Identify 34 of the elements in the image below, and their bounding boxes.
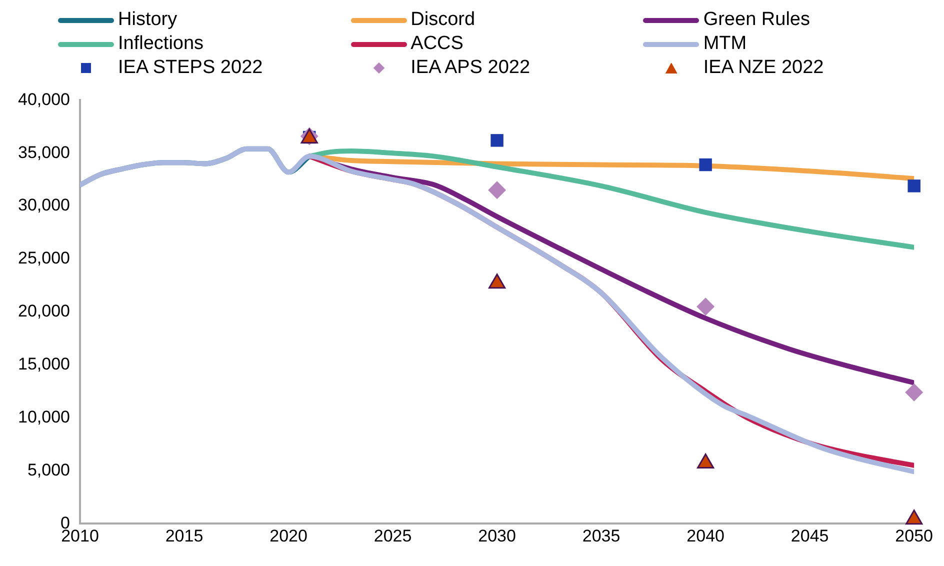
y-tick-label: 15,000 xyxy=(18,354,70,374)
y-tick-label: 35,000 xyxy=(18,142,70,162)
legend-label: Green Rules xyxy=(703,8,810,32)
legend-label: Discord xyxy=(410,8,476,32)
legend-label: IEA NZE 2022 xyxy=(703,56,824,80)
y-tick-label: 10,000 xyxy=(18,407,70,426)
x-tick-label: 2015 xyxy=(165,526,204,546)
x-tick-label: 2035 xyxy=(582,526,620,546)
point xyxy=(906,510,923,525)
legend-label: IEA APS 2022 xyxy=(410,56,530,80)
y-tick-label: 5,000 xyxy=(27,460,70,480)
x-tick-label: 2045 xyxy=(790,526,829,546)
y-tick-label: 40,000 xyxy=(18,90,70,109)
legend-label: Inflections xyxy=(118,32,204,56)
point xyxy=(697,454,714,469)
x-tick-label: 2020 xyxy=(270,526,308,546)
x-tick-label: 2040 xyxy=(686,526,724,546)
point xyxy=(490,134,504,147)
point xyxy=(699,158,712,172)
point xyxy=(696,298,715,316)
point xyxy=(488,181,506,200)
y-tick-label: 30,000 xyxy=(18,196,70,215)
legend-label: ACCS xyxy=(410,32,464,56)
point xyxy=(488,274,506,289)
legend-label: MTM xyxy=(703,32,747,56)
x-tick-label: 2025 xyxy=(374,526,412,546)
legend-label: History xyxy=(118,8,178,32)
y-tick-label: 20,000 xyxy=(18,302,70,321)
point xyxy=(905,383,924,402)
x-tick-label: 2030 xyxy=(478,526,516,546)
legend-label: IEA STEPS 2022 xyxy=(118,56,263,80)
point xyxy=(908,180,920,192)
x-tick-label: 2050 xyxy=(895,526,934,546)
y-tick-label: 25,000 xyxy=(18,248,70,268)
